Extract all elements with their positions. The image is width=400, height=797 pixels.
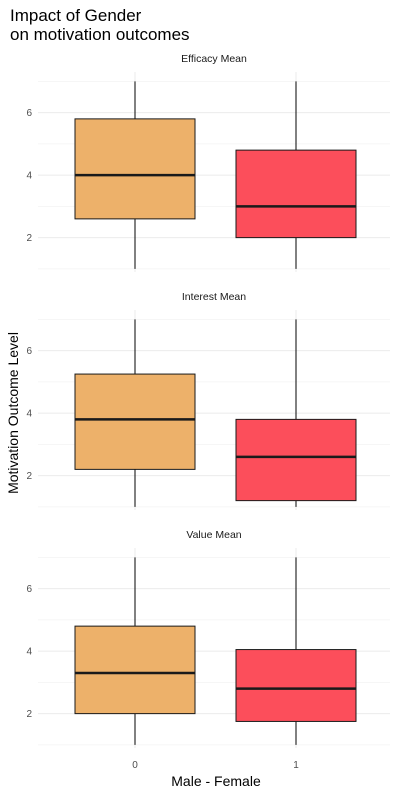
- box-efficacy-mean-0: [74, 81, 196, 269]
- box-body: [74, 373, 196, 470]
- box-interest-mean-0: [74, 319, 196, 507]
- y-tick-label: 6: [26, 584, 32, 595]
- y-tick-label: 6: [26, 346, 32, 357]
- box-value-mean-1: [235, 557, 357, 745]
- panel-value-mean: Value Mean 2 4 6: [26, 529, 390, 748]
- x-tick-label-1: 1: [293, 760, 299, 771]
- y-tick-label: 4: [26, 171, 32, 182]
- panel-interest-mean: Interest Mean 2 4 6: [26, 291, 390, 510]
- box-efficacy-mean-1: [235, 81, 357, 269]
- y-tick-label: 4: [26, 409, 32, 420]
- box-body: [235, 418, 357, 502]
- chart-title-line-1: Impact of Gender: [10, 6, 142, 25]
- box-value-mean-0: [74, 557, 196, 745]
- box-body: [74, 118, 196, 220]
- y-axis-title: Motivation Outcome Level: [5, 332, 21, 494]
- y-tick-label: 2: [26, 471, 32, 482]
- chart-title-line-2: on motivation outcomes: [10, 25, 190, 44]
- y-tick-label: 4: [26, 647, 32, 658]
- y-tick-label: 6: [26, 108, 32, 119]
- strip-label-efficacy-mean: Efficacy Mean: [181, 53, 247, 65]
- x-tick-label-0: 0: [132, 760, 138, 771]
- strip-label-value-mean: Value Mean: [186, 529, 241, 541]
- x-axis-title: Male - Female: [171, 773, 261, 789]
- y-tick-label: 2: [26, 709, 32, 720]
- box-body: [74, 625, 196, 715]
- box-interest-mean-1: [235, 319, 357, 507]
- strip-label-interest-mean: Interest Mean: [182, 291, 246, 303]
- box-body: [235, 649, 357, 722]
- y-tick-label: 2: [26, 233, 32, 244]
- box-body: [235, 149, 357, 239]
- panel-efficacy-mean: Efficacy Mean 2 4 6: [26, 53, 390, 272]
